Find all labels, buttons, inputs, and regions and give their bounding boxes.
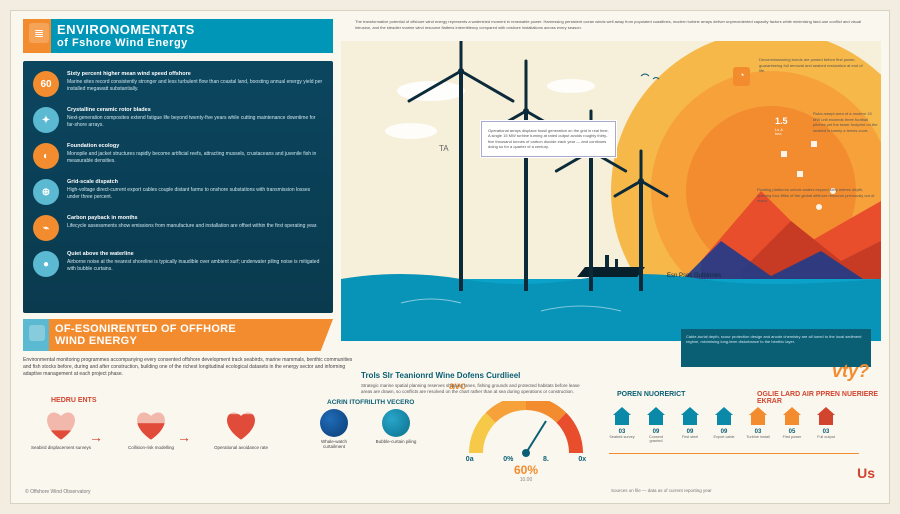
svg-text:Esn Psoc Gulbinnes: Esn Psoc Gulbinnes xyxy=(667,273,721,279)
body-paragraph: Environmental monitoring programmes acco… xyxy=(23,357,353,378)
fact-badge: ✦ xyxy=(33,107,59,133)
fact-badge: ⊕ xyxy=(33,179,59,205)
fact-badge: ◐ xyxy=(33,143,59,169)
fact-badge: ⌁ xyxy=(33,215,59,241)
timeline-axis xyxy=(609,453,859,454)
stripe2-line2: Wind Energy xyxy=(55,335,137,347)
section-icon xyxy=(29,325,45,341)
header: ≣ Environomentats of Fshore Wind Energy xyxy=(23,19,333,53)
heart-1: Collision-risk modelling xyxy=(119,407,183,450)
timeline-item-4: 03Turbine install xyxy=(745,405,771,443)
brand-mark: vty? xyxy=(832,361,869,382)
fact-item: ⊕ Grid-scale dispatchHigh-voltage direct… xyxy=(33,179,323,205)
fact-badge: 60 xyxy=(33,71,59,97)
fact-badge: ● xyxy=(33,251,59,277)
timeline-item-5: 05First power xyxy=(779,405,805,443)
header-stripe: ≣ Environomentats of Fshore Wind Energy xyxy=(23,19,333,53)
mid-title: Trols Slr Teanionrd Wine Dofens Curdliee… xyxy=(361,371,520,380)
fact-item: 60 Sixty percent higher mean wind speed … xyxy=(33,71,323,97)
gauge-sub: 10.00 xyxy=(451,477,601,483)
fact-text: Grid-scale dispatchHigh-voltage direct-c… xyxy=(67,179,323,205)
mid-body: Strategic marine spatial planning reserv… xyxy=(361,383,591,395)
hearts-row: Seabird displacement surveys Collision-r… xyxy=(29,407,273,450)
heart-2: Operational avoidance rate xyxy=(209,407,273,450)
intro-paragraph: The transformative potential of offshore… xyxy=(355,19,875,30)
stat-tag-b: ◔ xyxy=(733,67,750,86)
footer-left: © Offshore Wind Observatory xyxy=(25,489,91,495)
timeline-title-a: Poren Nuorerict xyxy=(617,391,685,398)
fact-text: Carbon payback in monthsLifecycle assess… xyxy=(67,215,318,241)
fact-item: ◐ Foundation ecologyMonopile and jacket … xyxy=(33,143,323,169)
right-note-0: Decommissioning bonds are posted before … xyxy=(759,57,869,74)
hearts-title: Hedru Ents xyxy=(51,397,97,404)
acoustic-0: Whale-watch curtailment xyxy=(311,409,357,449)
timeline-item-2: 09First steel xyxy=(677,405,703,443)
heart-arrow-1: → xyxy=(89,429,103,445)
header-title-2: of Fshore Wind Energy xyxy=(57,37,325,49)
stat-tag-a: 1.5Ls &kea xyxy=(769,113,794,140)
gauge-value: 60% xyxy=(451,463,601,477)
fact-item: ⌁ Carbon payback in monthsLifecycle asse… xyxy=(33,215,323,241)
timeline-title-b: Oglie Lard Air Ppren Nueriere Ekrar xyxy=(757,391,889,405)
fact-text: Sixty percent higher mean wind speed off… xyxy=(67,71,323,97)
section-stripe-2: Of-Esonirented of Offhore Wind Energy xyxy=(23,319,333,351)
heart-0: Seabird displacement surveys xyxy=(29,407,93,450)
timeline-item-1: 09Consent granted xyxy=(643,405,669,443)
facts-panel: 60 Sixty percent higher mean wind speed … xyxy=(23,61,333,313)
doc-icon: ≣ xyxy=(29,23,49,43)
svg-text:TA: TA xyxy=(439,144,449,153)
infographic-frame: ≣ Environomentats of Fshore Wind Energy … xyxy=(10,10,890,504)
footer-note: Sources on file — data as of current rep… xyxy=(611,488,712,493)
fact-item: ✦ Crystalline ceramic rotor bladesNext-g… xyxy=(33,107,323,133)
hero-callout: Operational arrays displace fossil gener… xyxy=(481,121,616,157)
header-title-1: Environomentats xyxy=(57,23,325,37)
fact-text: Crystalline ceramic rotor bladesNext-gen… xyxy=(67,107,323,133)
timeline-item-3: 09Export cable xyxy=(711,405,737,443)
gauge: 0a0%8.0x 60% 10.00 xyxy=(451,401,601,483)
timeline-item-0: 03Seabed survey xyxy=(609,405,635,443)
acoustic-title: Acrin Itofrilith Vecero xyxy=(327,399,414,406)
stripe2-line1: Of-Esonirented of Offhore xyxy=(55,323,236,335)
right-note-1: Rotor-swept area of a modern 15 MW unit … xyxy=(813,111,879,133)
acoustic-1: Bubble-curtain piling xyxy=(373,409,419,449)
fact-text: Quiet above the waterlineAirborne noise … xyxy=(67,251,323,277)
acoustic-row: Whale-watch curtailment Bubble-curtain pi… xyxy=(311,409,419,449)
fact-text: Foundation ecologyMonopile and jacket st… xyxy=(67,143,323,169)
region-badge: Us xyxy=(857,465,875,481)
fact-item: ● Quiet above the waterlineAirborne nois… xyxy=(33,251,323,277)
timeline-item-6: 03Full output xyxy=(813,405,839,443)
heart-arrow-2: → xyxy=(177,429,191,445)
right-note-2: Floating platforms unlock waters beyond … xyxy=(757,187,877,204)
timeline-row: 03Seabed survey 09Consent granted 09Firs… xyxy=(609,405,839,443)
